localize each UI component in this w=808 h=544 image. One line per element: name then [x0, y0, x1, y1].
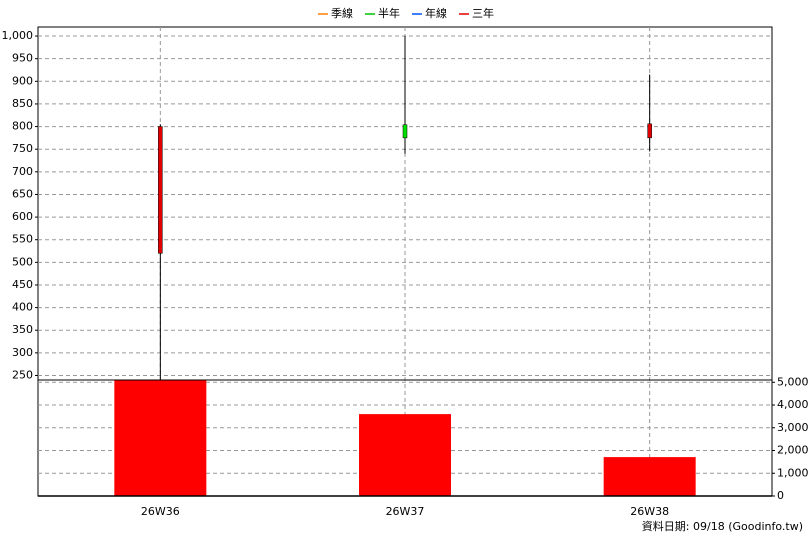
y-tick-label: 900 — [12, 74, 33, 87]
legend-label: 三年 — [472, 6, 494, 20]
y-tick-label: 1,000 — [2, 29, 34, 42]
y-tick-label: 350 — [12, 323, 33, 336]
x-tick-label: 26W37 — [386, 505, 425, 518]
candle-body — [647, 123, 652, 139]
y-tick-label: 950 — [12, 52, 33, 65]
y2-tick-label: 4,000 — [777, 398, 808, 411]
volume-bar — [359, 414, 451, 496]
y-tick-label: 450 — [12, 278, 33, 291]
y-tick-label: 700 — [12, 165, 33, 178]
volume-bar — [603, 457, 696, 496]
y-tick-label: 550 — [12, 233, 33, 246]
y-tick-label: 750 — [12, 142, 33, 155]
y-tick-label: 650 — [12, 187, 33, 200]
volume-bar — [114, 380, 207, 496]
y-tick-label: 800 — [12, 120, 33, 133]
y2-tick-label: 1,000 — [777, 466, 808, 479]
y2-tick-label: 3,000 — [777, 421, 808, 434]
y-tick-label: 400 — [12, 301, 33, 314]
legend-label: 季線 — [331, 6, 353, 20]
legend-label: 半年 — [378, 6, 400, 20]
footer: 資料日期: 09/18 (Goodinfo.tw) — [642, 519, 803, 533]
y2-tick-label: 2,000 — [777, 444, 808, 457]
y-tick-label: 600 — [12, 210, 33, 223]
x-tick-label: 26W36 — [141, 505, 180, 518]
x-tick-label: 26W38 — [630, 505, 669, 518]
candle-body — [158, 126, 163, 254]
y2-tick-label: 0 — [777, 489, 784, 502]
y-tick-label: 300 — [12, 346, 33, 359]
y-tick-label: 250 — [12, 368, 33, 381]
y2-tick-label: 5,000 — [777, 375, 808, 388]
y-tick-label: 500 — [12, 255, 33, 268]
legend-label: 年線 — [425, 6, 447, 20]
y-tick-label: 850 — [12, 97, 33, 110]
candle-body — [402, 124, 408, 139]
